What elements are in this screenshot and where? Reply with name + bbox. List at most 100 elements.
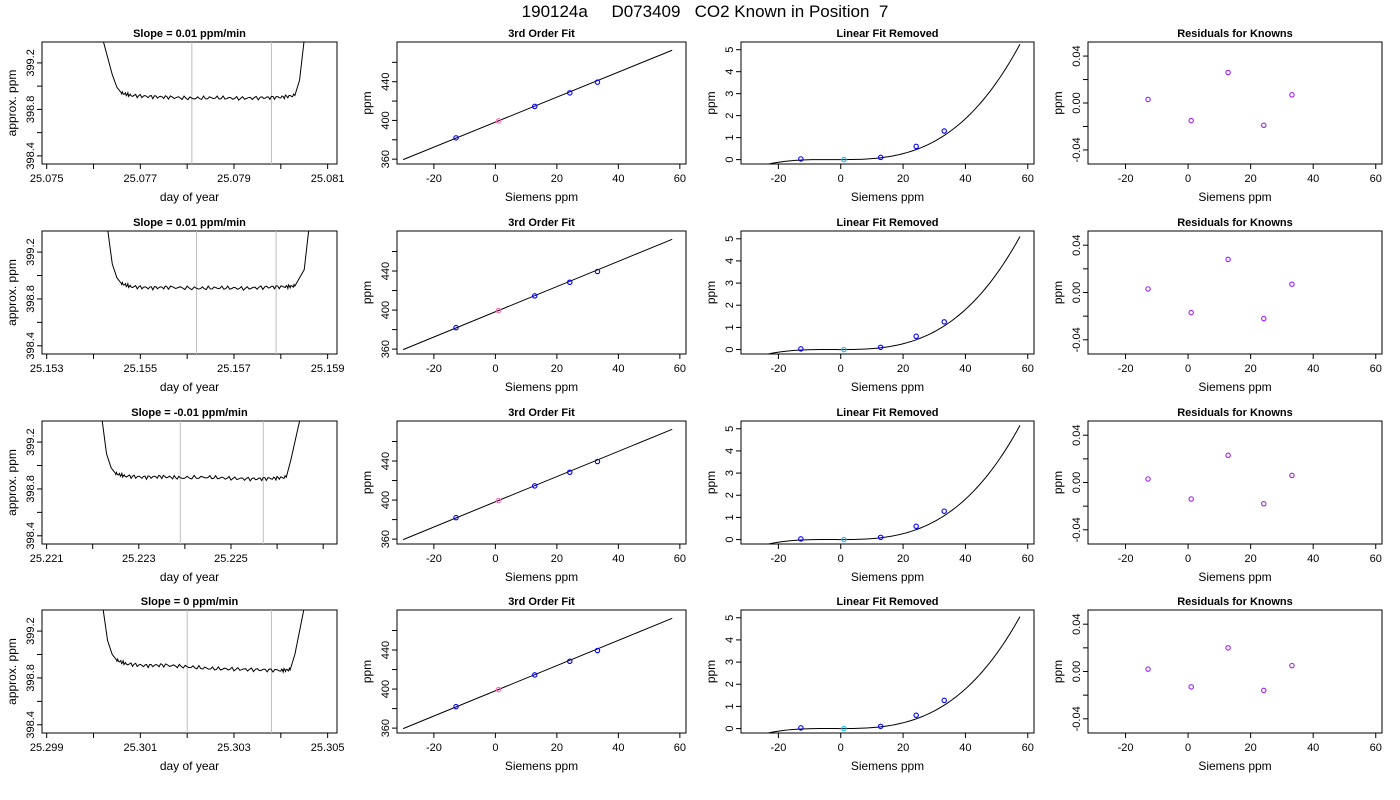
y-axis-label: ppm [360,281,374,304]
x-axis-label: Siemens ppm [505,759,578,773]
y-tick-label: 5 [724,236,736,242]
y-tick-label: 0.04 [1071,45,1083,66]
panel-8: Slope = -0.01 ppm/min 25.221 25.223 25.225 3… [5,407,338,584]
x-tick-label: 20 [897,742,909,754]
series-line [101,421,301,482]
data-point [941,128,947,134]
y-tick-label: 1 [724,324,736,330]
plot-frame [1087,609,1383,734]
panel-title: Slope = -0.01 ppm/min [131,407,248,419]
x-tick-label: 25.299 [30,742,64,754]
plot-frame [41,420,338,545]
data-point [798,156,804,162]
x-tick-label: 60 [1370,742,1382,754]
x-axis-label: Siemens ppm [505,190,578,204]
x-tick-label: -20 [1118,553,1134,565]
data-point [877,154,884,161]
plot-area [402,49,673,161]
x-tick-label: 20 [1245,553,1257,565]
x-axis-label: Siemens ppm [1198,380,1271,394]
y-tick-label: 0.00 [1071,282,1083,303]
panel-14: Linear Fit Removed -20 0 20 40 60 0 1 2 3 4 5 Siemen… [704,596,1035,773]
x-tick-label: 0 [838,173,844,185]
x-tick-label: 60 [1022,363,1034,375]
x-tick-label: 40 [1307,363,1319,375]
y-tick-label: 398.4 [25,332,37,360]
x-tick-label: 25.303 [217,742,251,754]
data-point [1188,117,1194,124]
x-tick-label: -20 [770,173,786,185]
data-point [841,156,847,163]
x-tick-label: 40 [959,363,971,375]
data-point [841,536,847,543]
x-tick-label: 60 [1370,363,1382,375]
x-tick-label: 40 [612,742,624,754]
data-point [453,703,459,710]
x-tick-label: 0 [838,363,844,375]
y-tick-label: 398.8 [25,475,37,503]
x-tick-label: 20 [1245,742,1257,754]
x-tick-label: 40 [612,363,624,375]
plot-area [1145,256,1295,322]
data-point [941,697,947,704]
plot-frame [396,41,687,165]
panel-13: 3rd Order Fit -20 0 20 40 60 360 400 440 Siemens … [360,596,687,773]
y-tick-label: 440 [380,452,392,470]
y-tick-label: 0.04 [1071,613,1083,634]
x-tick-label: 20 [551,553,563,565]
plot-area [765,616,1021,733]
data-point [1225,645,1231,651]
data-point [798,725,804,731]
y-tick-label: -0.04 [1071,706,1083,731]
plot-frame [740,230,1035,355]
data-point [913,333,919,340]
x-tick-label: 0 [1185,742,1191,754]
fit-line [402,617,673,730]
data-point [1289,281,1295,287]
x-axis-label: Siemens ppm [505,570,578,584]
panel-title: Linear Fit Removed [836,28,938,40]
plot-area [1145,452,1295,507]
x-axis-label: Siemens ppm [851,190,924,204]
plot-area [1145,69,1295,129]
x-tick-label: 60 [1022,173,1034,185]
x-tick-label: 40 [959,553,971,565]
y-axis-label: ppm [1051,660,1065,683]
y-tick-label: 440 [380,262,392,280]
y-tick-label: 398.8 [25,96,37,124]
plot-area [102,42,305,164]
plot-frame [41,609,338,734]
data-point [1188,496,1194,502]
cubic-fit-curve [766,43,1021,164]
y-tick-label: 0.00 [1071,661,1083,682]
data-point [1145,476,1151,482]
data-point [594,458,601,465]
y-tick-label: 5 [724,426,736,432]
y-tick-label: 3 [724,91,736,97]
data-point [1261,122,1267,129]
data-point [1225,452,1231,459]
data-point [1261,501,1267,507]
plot-frame [740,41,1035,165]
x-tick-label: 0 [1185,363,1191,375]
x-tick-label: 60 [674,742,686,754]
data-point [495,118,502,124]
plot-area [101,421,301,544]
x-tick-label: 40 [1307,173,1319,185]
x-axis-label: Siemens ppm [851,570,924,584]
y-tick-label: 0 [724,537,736,543]
y-tick-label: -0.04 [1071,517,1083,542]
data-point [453,324,459,331]
fit-line [402,428,673,541]
panel-15: Residuals for Knowns -20 0 20 40 60 -0.04 0.00 0… [1051,596,1383,773]
y-tick-label: 400 [380,301,392,319]
plot-area [402,428,673,541]
x-tick-label: 0 [838,742,844,754]
y-axis-label: ppm [1051,471,1065,494]
x-tick-label: 40 [959,742,971,754]
y-tick-label: 398.4 [25,711,37,739]
data-point [495,686,502,693]
y-tick-label: 440 [380,641,392,659]
y-axis-label: approx. ppm [5,259,19,326]
y-tick-label: 360 [380,719,392,737]
